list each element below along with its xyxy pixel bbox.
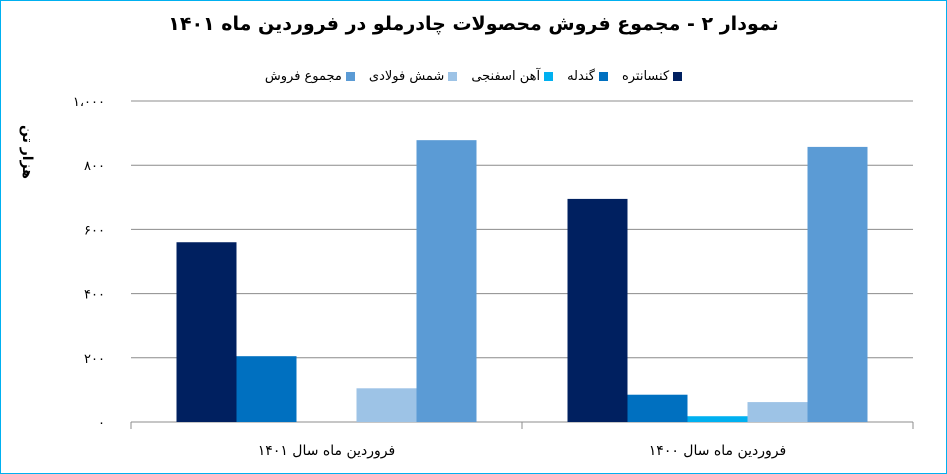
legend-label: مجموع فروش	[264, 69, 342, 84]
legend-item: گندله	[567, 69, 608, 84]
y-tick-label: ۲۰۰	[84, 352, 105, 367]
legend-label: کنسانتره	[621, 69, 670, 84]
bar	[176, 242, 237, 422]
legend-item: شمش فولادی	[368, 69, 458, 84]
legend-item: کنسانتره	[621, 69, 683, 84]
legend-swatch	[673, 72, 683, 81]
legend-label: گندله	[567, 69, 595, 84]
bar	[356, 388, 417, 422]
legend-item: مجموع فروش	[265, 69, 355, 84]
bar	[747, 402, 808, 422]
bar	[567, 198, 628, 422]
legend-swatch	[544, 72, 554, 81]
bar	[416, 140, 477, 423]
legend-label: شمش فولادی	[368, 69, 445, 84]
legend-swatch	[598, 72, 608, 81]
legend-swatch	[345, 72, 355, 81]
bar	[807, 146, 868, 422]
legend-label: آهن اسفنجی	[471, 69, 541, 84]
bar	[687, 416, 748, 422]
y-tick-label: ۴۰۰	[84, 288, 105, 303]
chart-legend: کنسانتره گندله آهن اسفنجی شمش فولادی مجموع ف…	[1, 69, 946, 84]
legend-item: آهن اسفنجی	[471, 69, 554, 84]
y-tick-label: ۰	[98, 416, 105, 431]
x-tick-label: فروردین ماه سال ۱۴۰۱	[258, 443, 395, 459]
bar	[236, 356, 297, 422]
y-tick-label: ۱،۰۰۰	[73, 95, 105, 110]
y-tick-label: ۸۰۰	[84, 159, 105, 174]
bar	[627, 394, 688, 422]
x-tick-label: فروردین ماه سال ۱۴۰۰	[649, 443, 786, 459]
legend-swatch	[448, 72, 458, 81]
y-tick-label: ۶۰۰	[84, 223, 105, 238]
chart-title: نمودار ۲ - مجموع فروش محصولات چادرملو در…	[168, 13, 779, 35]
